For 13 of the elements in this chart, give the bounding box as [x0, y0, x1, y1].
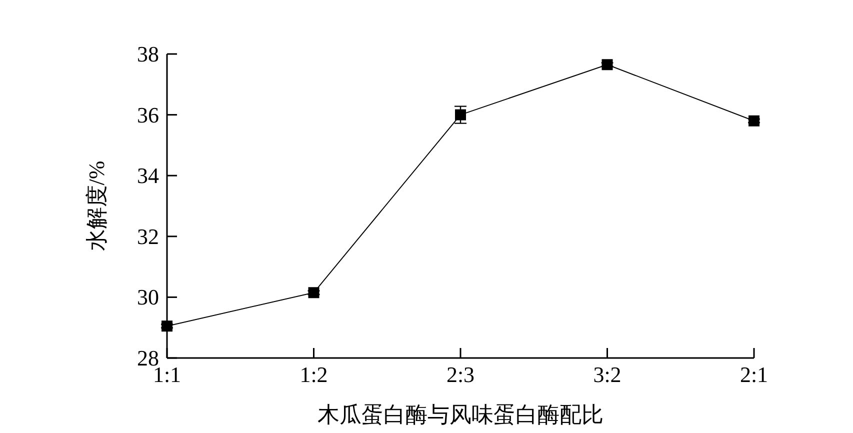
- y-tick-label: 32: [137, 224, 159, 249]
- y-tick-label: 38: [137, 42, 159, 66]
- point: [602, 59, 613, 70]
- x-tick-label: 3:2: [593, 362, 622, 387]
- x-tick-label: 2:1: [740, 362, 768, 387]
- x-tick-label: 2:3: [446, 362, 475, 387]
- point: [308, 287, 320, 298]
- x-axis-title: 木瓜蛋白酶与风味蛋白酶配比: [318, 402, 604, 427]
- y-axis-title: 水解度/%: [84, 160, 109, 252]
- y-tick-label: 36: [137, 102, 159, 128]
- y-tick-label: 30: [137, 284, 159, 310]
- x-tick-label: 1:2: [300, 362, 328, 387]
- y-tick-label: 34: [137, 163, 159, 188]
